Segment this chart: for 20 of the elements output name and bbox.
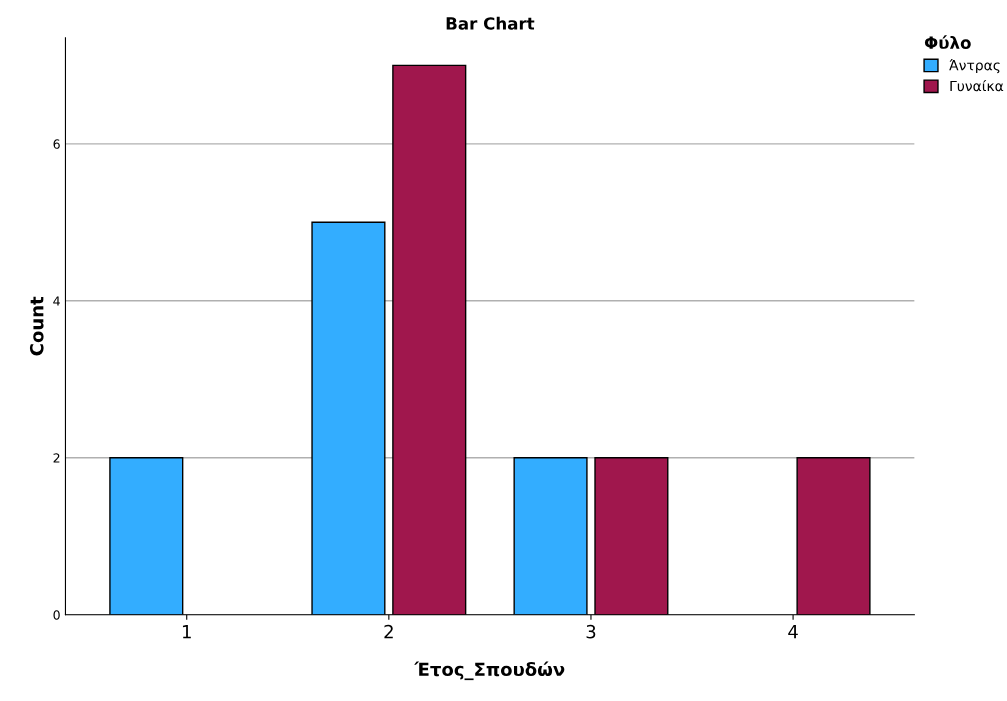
y-tick-label: 4 [53,296,60,306]
bar [796,457,871,615]
y-tick-label: 0 [53,610,60,620]
chart-title: Bar Chart [446,16,535,30]
x-tick-label: 2 [384,624,393,639]
x-tick-label: 3 [586,624,596,639]
y-tick-label: 2 [53,453,60,463]
legend-title: Φύλο [924,35,971,49]
bar [109,457,184,615]
legend-label: Άντρας [949,59,1000,74]
y-tick-label: 6 [53,139,60,149]
x-tick-label: 4 [788,625,798,639]
bar [311,221,386,615]
x-axis-title: Έτος_Σπουδών [414,661,565,681]
y-axis-title: Count [29,296,44,356]
bar [594,457,669,615]
legend-label: Γυναίκα [950,79,1004,92]
x-tick-label: 1 [182,625,191,639]
bar [513,457,588,615]
bar [392,64,467,615]
